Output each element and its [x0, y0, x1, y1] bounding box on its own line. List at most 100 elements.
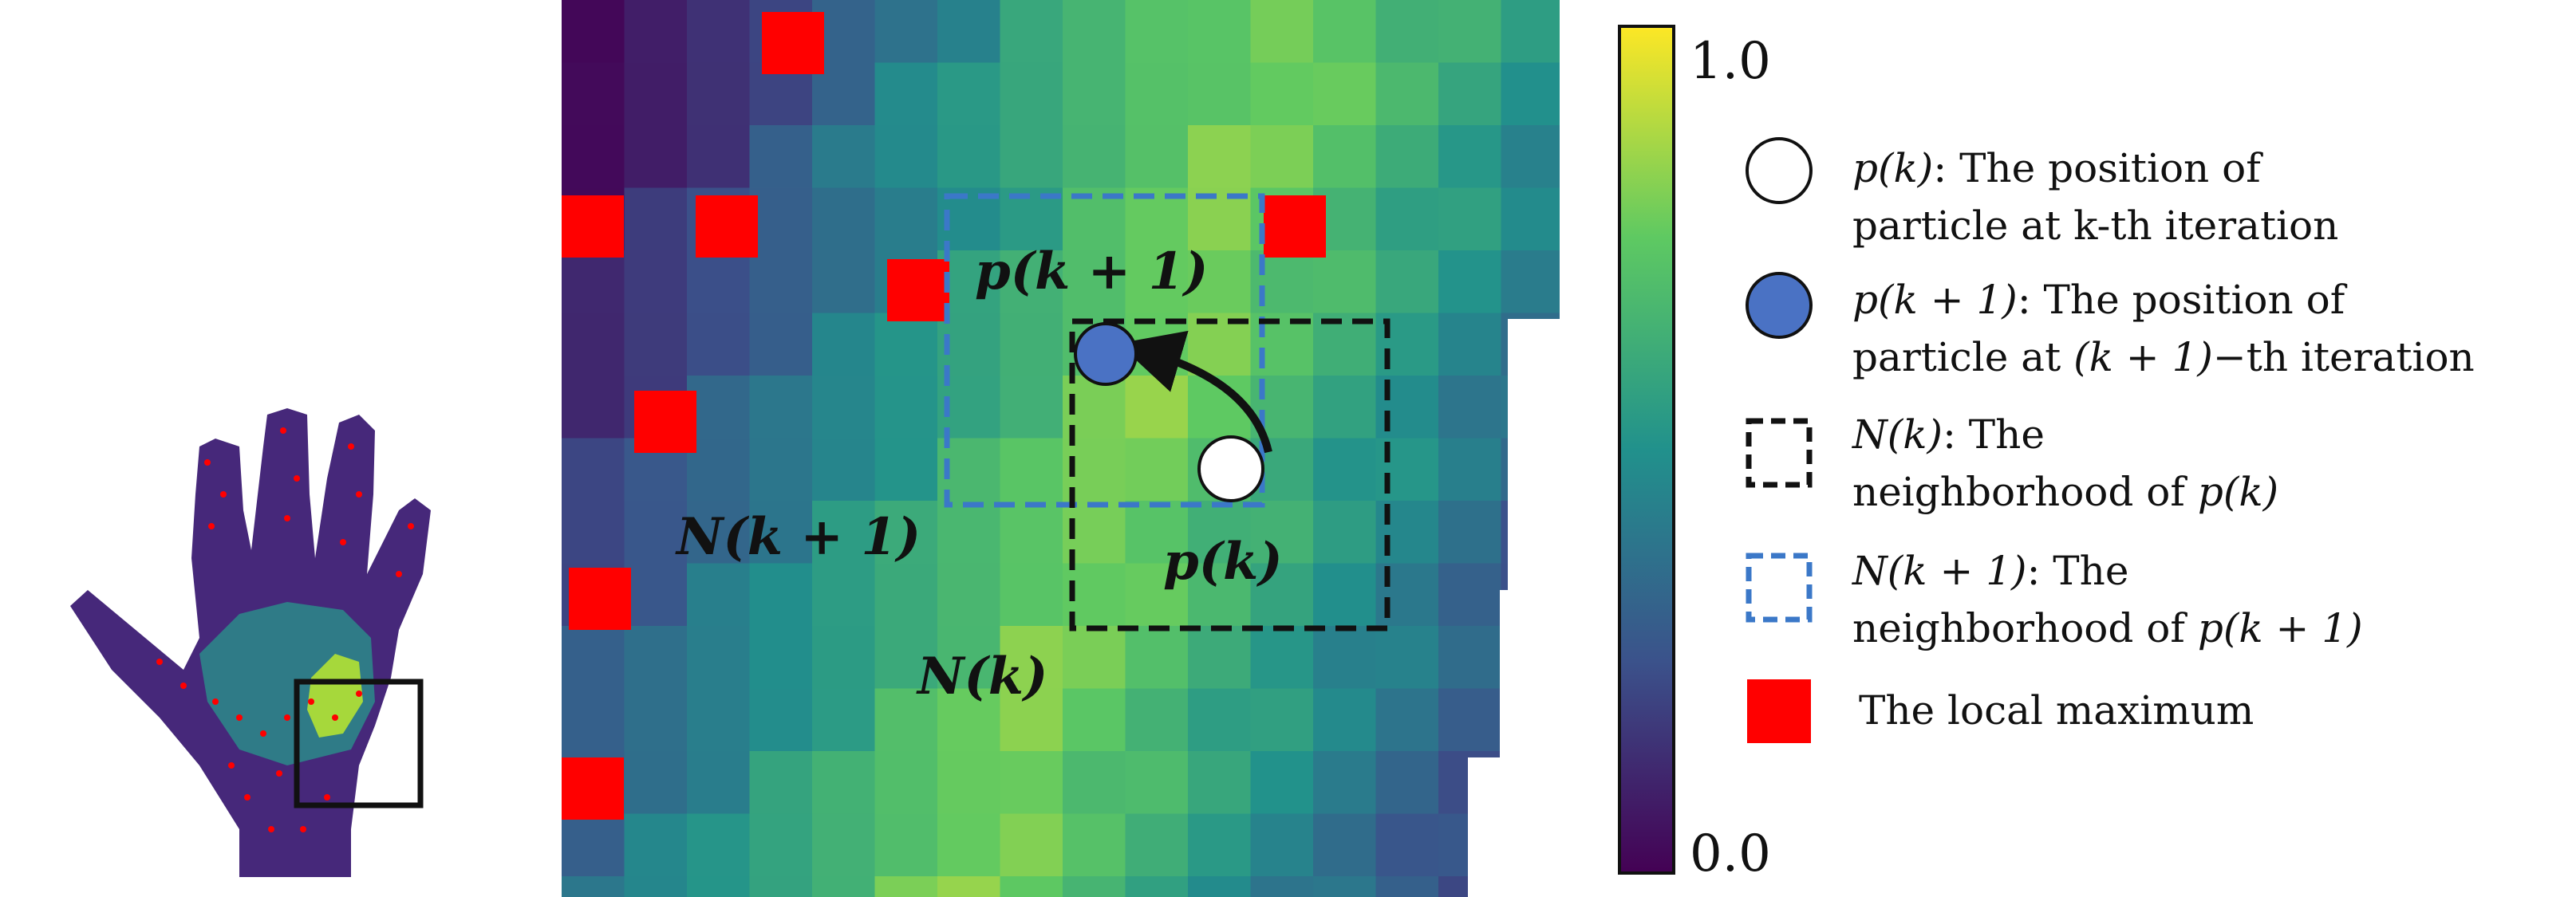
legend-item-n-k1-line2: neighborhood of p(k + 1) — [1852, 605, 2363, 651]
heatmap-cell — [1313, 0, 1377, 64]
heatmap-cell — [1188, 813, 1252, 877]
heatmap-cell — [687, 688, 751, 752]
hand-local-max-dot — [220, 491, 227, 498]
hand-local-max-dot — [340, 539, 346, 545]
heatmap-cell — [1375, 62, 1439, 126]
heatmap-cell — [1000, 501, 1063, 565]
heatmap-cell — [562, 376, 625, 439]
colorbar-gradient — [1618, 25, 1675, 875]
heatmap-cell — [624, 501, 688, 565]
heatmap-cell — [1313, 876, 1377, 897]
heatmap-cell — [1438, 0, 1502, 64]
heatmap-cell — [1250, 0, 1314, 64]
heatmap-cell — [749, 250, 813, 314]
heatmap-cell — [1063, 688, 1126, 752]
heatmap-cell — [687, 250, 751, 314]
heatmap-cell — [1188, 751, 1252, 815]
heatmap-cell — [1375, 876, 1439, 897]
heatmap-cell — [1438, 125, 1502, 189]
heatmap-cell — [1250, 62, 1314, 126]
heatmap-cell — [562, 501, 625, 565]
heatmap-cell — [874, 751, 938, 815]
heatmap-cell — [1313, 125, 1377, 189]
heatmap-cell — [1188, 563, 1252, 627]
heatmap-cell — [687, 626, 751, 690]
heatmap-cell — [1375, 0, 1439, 64]
heatmap-cell — [1000, 438, 1063, 502]
heatmap-cell — [812, 813, 876, 877]
heatmap-cell — [1438, 313, 1502, 376]
heatmap-cell — [687, 813, 751, 877]
heatmap-cell — [1125, 626, 1189, 690]
local-maximum-cell — [569, 568, 631, 630]
legend-item-n-k1: N(k + 1): The — [1852, 548, 2128, 594]
heatmap-cell — [1125, 125, 1189, 189]
local-maximum-cell — [562, 757, 624, 820]
heatmap-cell — [1000, 626, 1063, 690]
particle-k — [1197, 435, 1264, 502]
heatmap-cell — [874, 876, 938, 897]
heatmap-cell — [1250, 813, 1314, 877]
heatmap-cell — [687, 313, 751, 376]
heatmap-cell — [1375, 187, 1439, 251]
heatmap-cell — [874, 62, 938, 126]
heatmap-panel: p(k + 1) p(k) N(k + 1) N(k) — [562, 0, 1686, 897]
heatmap-cell — [624, 62, 688, 126]
hand-local-max-dot — [212, 698, 219, 705]
hand-local-max-dot — [204, 459, 211, 466]
heatmap-cell — [1125, 62, 1189, 126]
particle-k1 — [1074, 322, 1138, 386]
heatmap-cell — [1501, 187, 1564, 251]
heatmap-cell — [1250, 876, 1314, 897]
heatmap-cell — [1063, 0, 1126, 64]
heatmap-cell — [1125, 376, 1189, 439]
heatmap-cell — [749, 187, 813, 251]
heatmap-cell — [1501, 0, 1564, 64]
local-maximum-cell — [887, 259, 949, 321]
heatmap-cell — [1313, 626, 1377, 690]
heatmap-cell — [1313, 438, 1377, 502]
hand-local-max-dot — [324, 794, 330, 801]
heatmap-cell — [874, 501, 938, 565]
heatmap-cell — [1313, 813, 1377, 877]
heatmap-cell — [1501, 250, 1564, 314]
heatmap-cell — [1000, 250, 1063, 314]
heatmap-cell — [624, 876, 688, 897]
zoom-box — [294, 679, 424, 808]
heatmap-cell — [1188, 0, 1252, 64]
heatmap-cell — [1438, 501, 1502, 565]
heatmap-cell — [812, 751, 876, 815]
hand-local-maxima-dots — [156, 427, 414, 832]
heatmap-cell — [749, 813, 813, 877]
local-maxima-cells — [562, 12, 1326, 820]
hand-local-max-dot — [268, 826, 274, 832]
heatmap-cell — [937, 0, 1001, 64]
heatmap-cell — [562, 813, 625, 877]
heatmap-cell — [1501, 125, 1564, 189]
heatmap-cell — [1063, 250, 1126, 314]
heatmap-cell — [624, 250, 688, 314]
heatmap-cell — [562, 250, 625, 314]
local-maximum-cell — [762, 12, 824, 74]
heatmap-cell — [1125, 751, 1189, 815]
hand-local-max-dot — [180, 683, 187, 689]
legend: p(k): The position of particle at k-th i… — [1746, 137, 2475, 743]
heatmap-cell — [812, 438, 876, 502]
local-maximum-cell — [696, 195, 758, 258]
heatmap-cell — [624, 626, 688, 690]
heatmap-cell — [749, 876, 813, 897]
hand-local-max-dot — [332, 714, 338, 721]
heatmap-cell — [624, 751, 688, 815]
heatmap-cell — [937, 62, 1001, 126]
hand-local-max-dot — [260, 730, 266, 737]
heatmap-cell — [937, 125, 1001, 189]
hand-local-max-dot — [308, 698, 314, 705]
legend-particle-k1-icon — [1746, 272, 1813, 339]
heatmap-cell — [1000, 688, 1063, 752]
colorbar-min-label: 0.0 — [1690, 824, 1771, 883]
heatmap-cell — [1313, 376, 1377, 439]
legend-item-n-k: N(k): The — [1852, 411, 2045, 458]
heatmap-cell — [1250, 751, 1314, 815]
heatmap-cell — [1063, 813, 1126, 877]
